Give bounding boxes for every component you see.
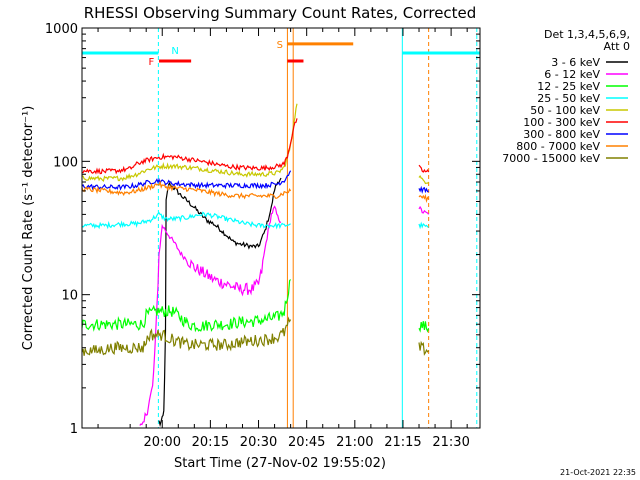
series-line (418, 164, 430, 173)
y-tick-label: 100 (53, 155, 78, 170)
series-line (418, 193, 430, 203)
x-tick-label: 20:45 (288, 435, 325, 450)
series-line (418, 185, 429, 195)
series-line (418, 340, 430, 356)
y-tick-label: 1 (70, 422, 78, 437)
x-axis: 20:00 20:15 20:30 20:45 21:00 21:15 21:30 (97, 28, 470, 450)
legend-entry-label: 12 - 25 keV (537, 80, 600, 93)
status-bars (82, 42, 480, 63)
status-marker-label: S (277, 40, 283, 51)
series-line (158, 177, 282, 428)
y-axis: 1 10 100 1000 (45, 22, 480, 437)
series-line (82, 316, 292, 356)
x-tick-label: 20:30 (240, 435, 277, 450)
series-line (418, 221, 429, 230)
status-marker-label: F (149, 57, 155, 68)
legend-header: Det 1,3,4,5,6,9, (544, 28, 630, 41)
footer-timestamp: 21-Oct-2021 22:35 (560, 468, 636, 477)
x-tick-label: 21:00 (336, 435, 373, 450)
series-line (139, 205, 282, 426)
x-tick-label: 21:30 (432, 435, 469, 450)
legend-header: Att 0 (604, 40, 630, 53)
series-group (82, 103, 430, 428)
status-labels: N F S (149, 40, 283, 68)
series-line (82, 211, 291, 230)
legend-entry-label: 7000 - 15000 keV (502, 152, 600, 165)
x-tick-label: 21:15 (384, 435, 421, 450)
legend-entry-label: 50 - 100 keV (530, 104, 600, 117)
status-vertical-lines (157, 28, 478, 428)
y-axis-label: Corrected Count Rate (s⁻¹ detector⁻¹) (21, 106, 36, 351)
y-tick-label: 10 (61, 289, 78, 304)
series-line (82, 170, 292, 191)
legend-entry-label: 800 - 7000 keV (516, 140, 600, 153)
series-line (418, 175, 430, 185)
legend-entry-label: 6 - 12 keV (544, 68, 600, 81)
legend-entry-label: 300 - 800 keV (523, 128, 600, 141)
series-line (82, 103, 298, 182)
plot-frame (81, 27, 481, 429)
series-line (82, 180, 292, 200)
chart-title: RHESSI Observing Summary Count Rates, Co… (84, 4, 477, 22)
legend-entry-label: 3 - 6 keV (551, 56, 600, 69)
series-line (82, 118, 298, 175)
x-axis-label: Start Time (27-Nov-02 19:55:02) (174, 456, 386, 471)
series-line (418, 205, 430, 215)
series-line (82, 279, 292, 333)
status-marker-label: N (171, 46, 178, 57)
y-tick-label: 1000 (45, 22, 78, 37)
legend-entry-label: 25 - 50 keV (537, 92, 600, 105)
series-line (418, 321, 430, 333)
x-tick-label: 20:00 (144, 435, 181, 450)
legend-entry-label: 100 - 300 keV (523, 116, 600, 129)
x-tick-label: 20:15 (192, 435, 229, 450)
